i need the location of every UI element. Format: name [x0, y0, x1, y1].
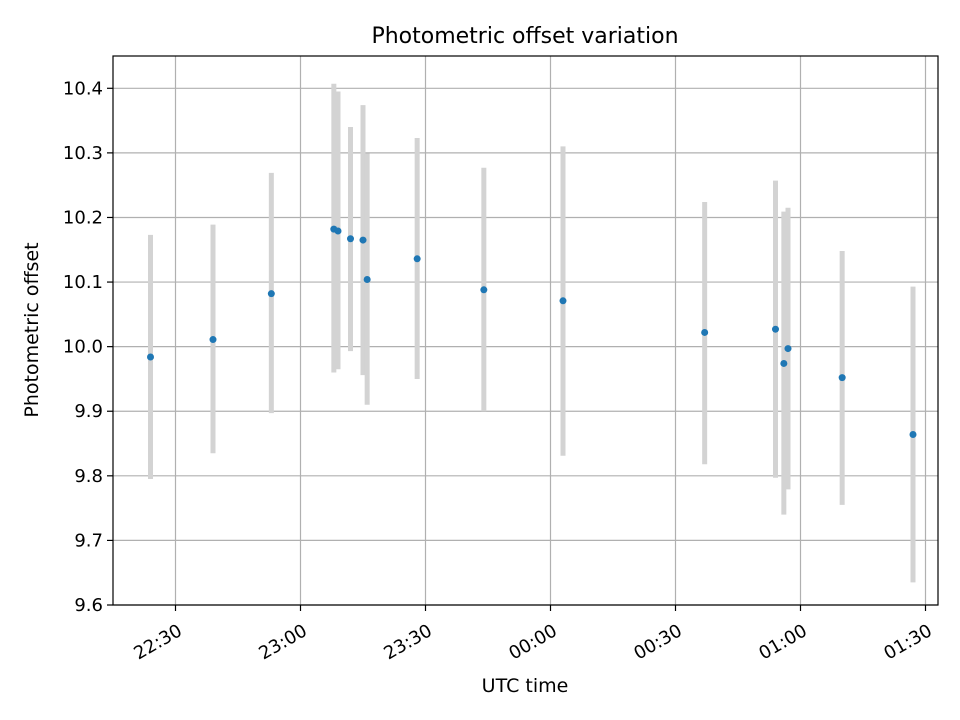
data-point: [363, 275, 371, 283]
y-tick-label: 9.7: [74, 530, 103, 551]
x-tick-label: 01:00: [755, 620, 810, 664]
x-tick-label: 01:30: [880, 620, 935, 664]
grid: [113, 56, 938, 606]
y-tick-label: 10.2: [63, 207, 103, 228]
y-axis-label: Photometric offset: [21, 242, 43, 417]
y-tick-label: 10.3: [63, 143, 103, 164]
data-point: [359, 236, 367, 244]
chart-title: Photometric offset variation: [371, 24, 678, 49]
x-tick-label: 22:30: [130, 620, 185, 664]
y-tick-label: 10.4: [63, 78, 103, 99]
data-point: [838, 374, 846, 382]
data-point: [559, 297, 567, 305]
x-axis-ticks: 22:30 23:00 23:30 00:00 00:30 01:00 01:30: [130, 605, 936, 664]
x-tick-label: 00:30: [630, 620, 685, 664]
y-tick-label: 9.6: [74, 595, 103, 616]
data-point: [909, 430, 917, 438]
plot-frame: [112, 55, 939, 606]
data-point: [784, 345, 792, 353]
x-tick-label: 00:00: [505, 620, 560, 664]
data-point: [480, 286, 488, 294]
y-tick-label: 9.9: [74, 401, 103, 422]
y-tick-label: 10.1: [63, 272, 103, 293]
x-axis-label: UTC time: [482, 675, 569, 697]
data-point: [267, 290, 275, 298]
data-point: [780, 359, 788, 367]
data-point: [347, 235, 354, 243]
data-point: [772, 325, 779, 333]
x-tick-label: 23:30: [380, 620, 435, 664]
x-tick-label: 23:00: [255, 620, 310, 664]
data-point: [209, 336, 217, 344]
y-tick-label: 10.0: [63, 337, 103, 358]
data-point: [413, 255, 421, 263]
y-tick-label: 9.8: [74, 466, 103, 487]
y-axis-ticks: 9.6 9.7 9.8 9.9 10.0 10.1 10.2 10.3 10.4: [63, 78, 113, 616]
error-bars: [148, 83, 916, 583]
data-point: [147, 353, 154, 361]
data-point: [334, 227, 342, 235]
data-points: [147, 225, 917, 438]
data-point: [701, 328, 709, 336]
